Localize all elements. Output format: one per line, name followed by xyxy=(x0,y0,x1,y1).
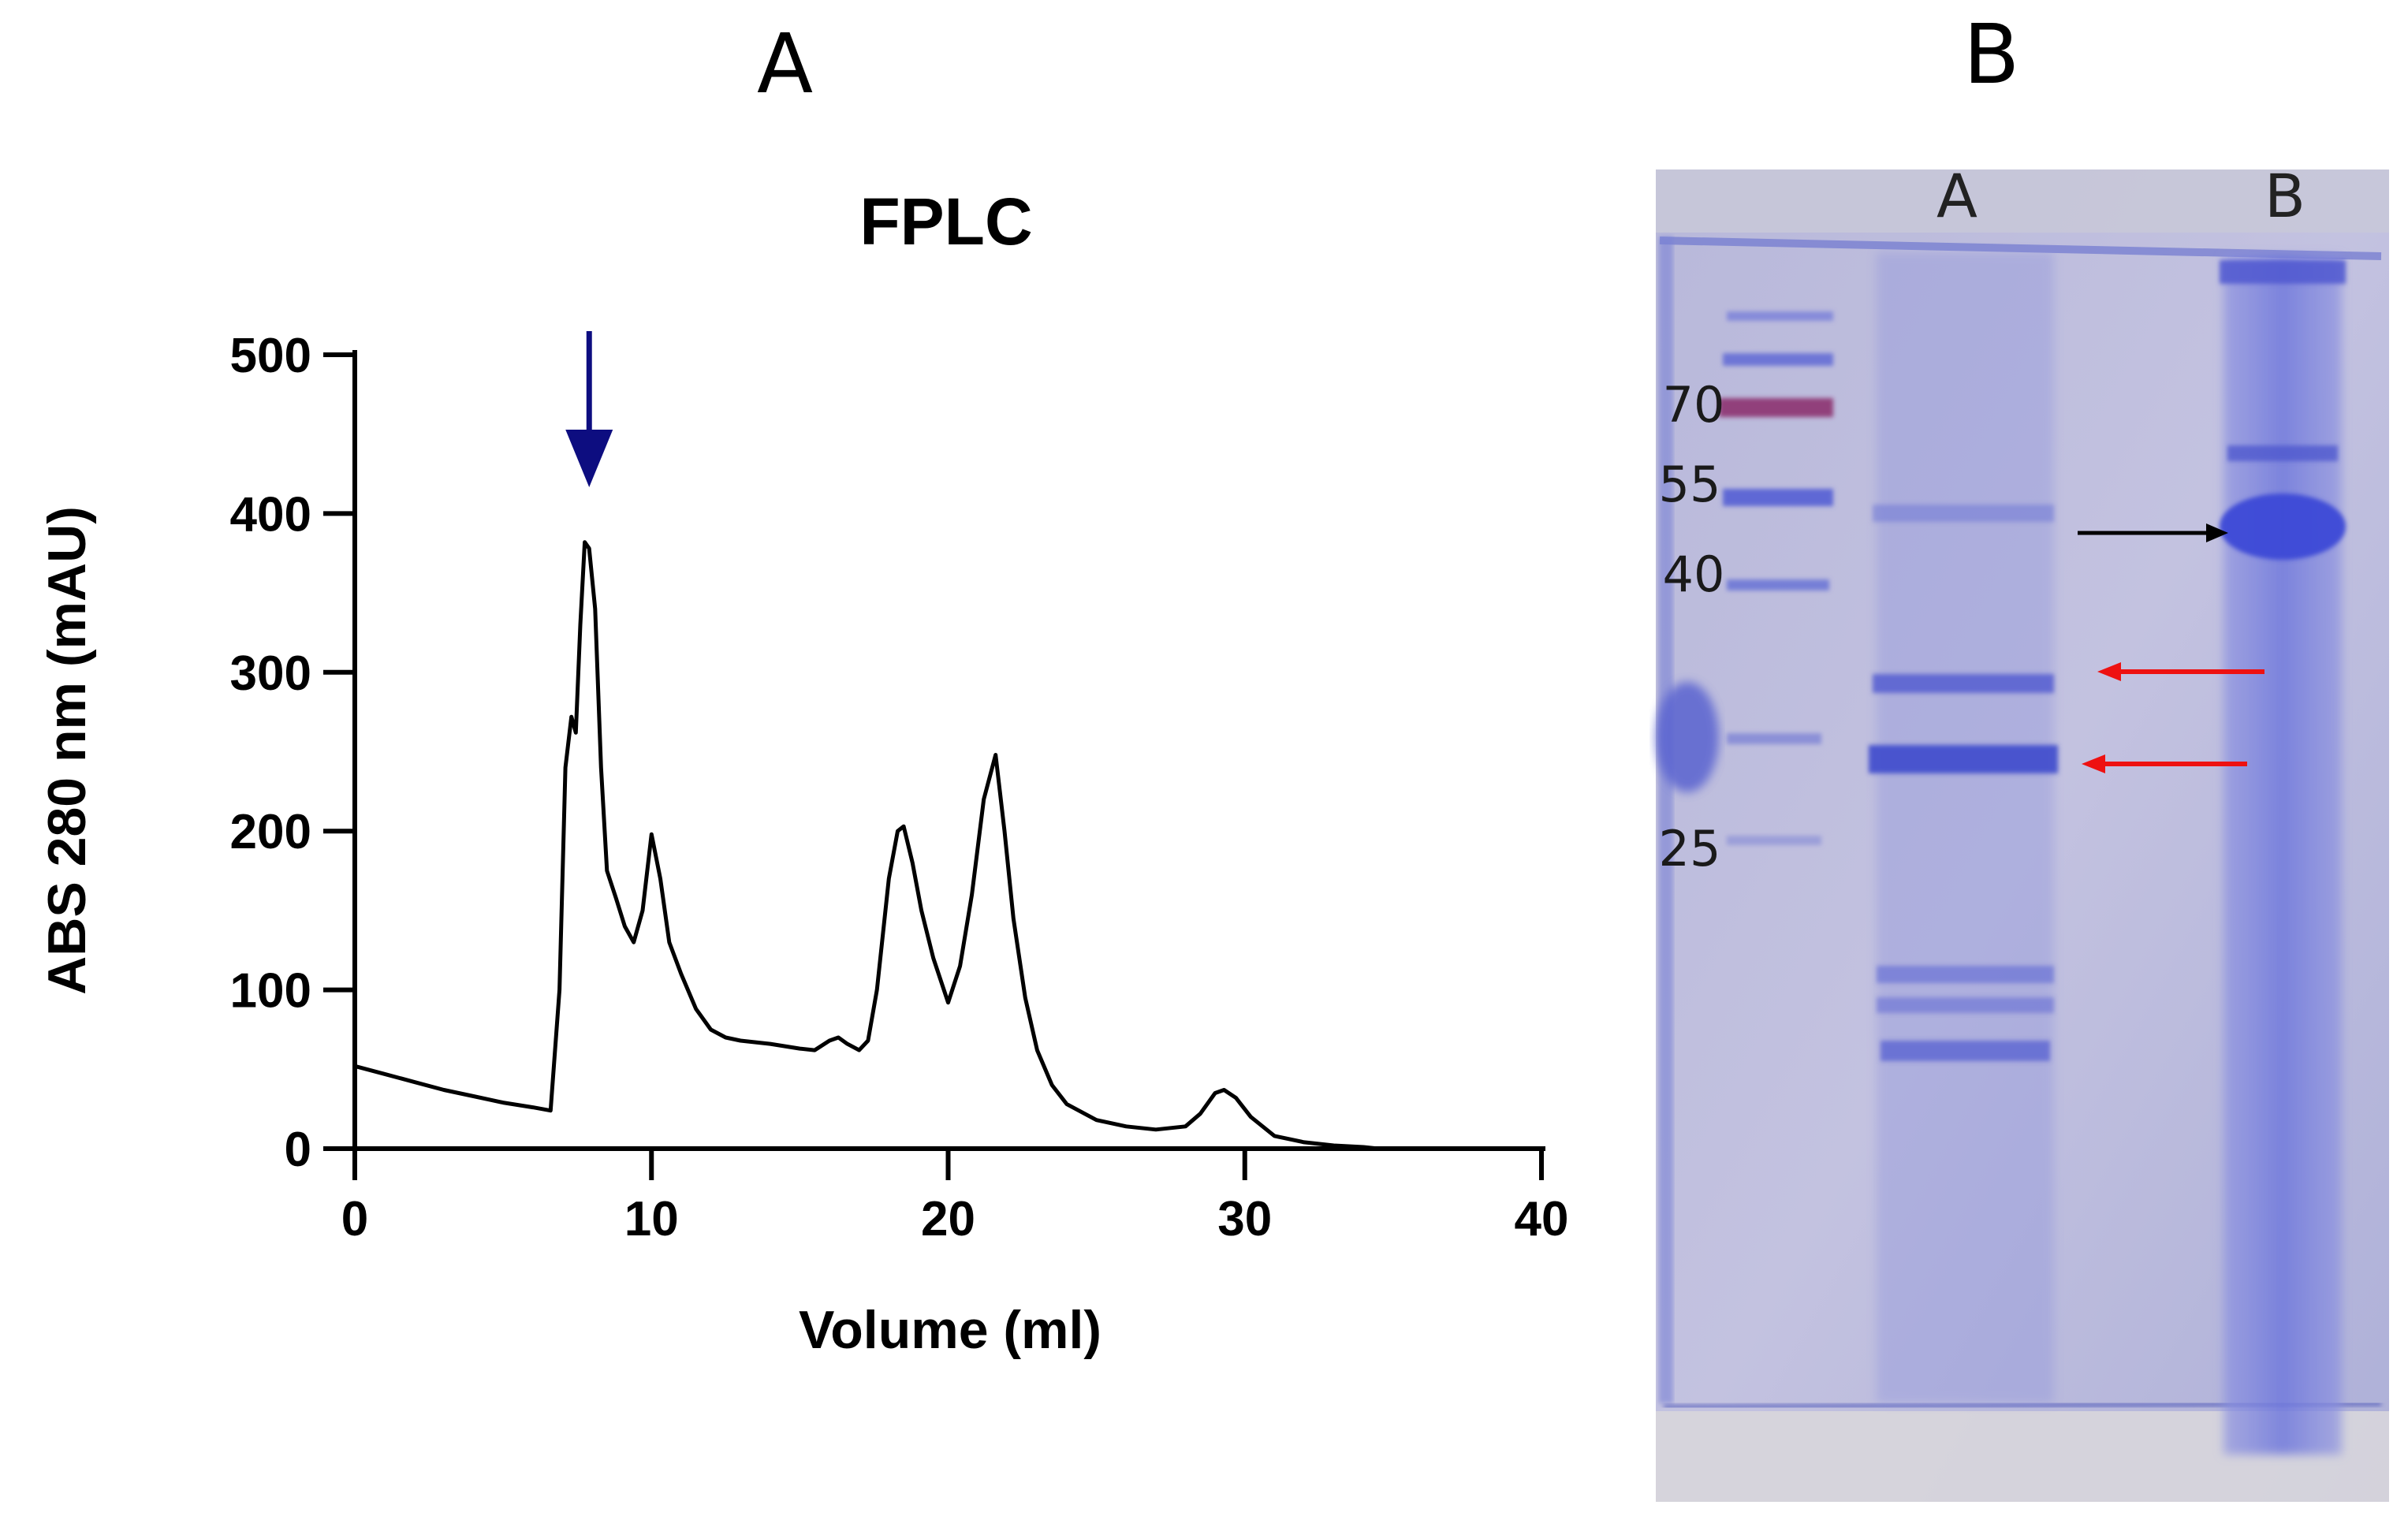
ladder-band xyxy=(1727,733,1821,744)
gel-lane-label-a: A xyxy=(1936,161,1977,231)
y-tick-label: 100 xyxy=(230,964,311,1019)
x-axis-ticks: 0 10 20 30 40 xyxy=(341,1149,1569,1246)
x-axis-title: Volume (ml) xyxy=(799,1300,1101,1360)
ladder-label-55: 55 xyxy=(1659,456,1721,513)
red-arrow-lower xyxy=(2082,754,2247,773)
y-tick-label: 0 xyxy=(285,1123,311,1177)
peak-arrow-annotation xyxy=(565,331,613,487)
y-tick-label: 300 xyxy=(230,646,311,701)
lane-b-band xyxy=(2227,445,2338,461)
lane-a-band xyxy=(1881,1041,2050,1061)
peak-arrow-head xyxy=(565,430,613,487)
ladder-band xyxy=(1727,311,1833,321)
x-tick-label: 30 xyxy=(1217,1192,1272,1246)
lane-a xyxy=(1869,252,2058,1403)
gel-left-edge xyxy=(1659,237,1673,1403)
lane-b-smear xyxy=(2223,256,2342,1455)
ladder-band-55 xyxy=(1723,489,1833,506)
lane-b-main-band xyxy=(2220,494,2346,560)
ladder-lane xyxy=(1719,311,1833,845)
fplc-chart: FPLC 0 100 200 300 400 500 0 10 20 30 40 Volume (… xyxy=(37,184,1568,1360)
lane-b-band xyxy=(2220,260,2346,284)
y-tick-label: 200 xyxy=(230,805,311,859)
ladder-label-40: 40 xyxy=(1663,546,1725,603)
y-tick-label: 500 xyxy=(230,329,311,383)
y-tick-label: 400 xyxy=(230,487,311,542)
ladder-band-40 xyxy=(1727,579,1829,590)
x-tick-label: 40 xyxy=(1515,1192,1569,1246)
ladder-band-25 xyxy=(1727,836,1821,845)
gel-lane-label-b: B xyxy=(2264,161,2305,231)
gel-image: A B 70 55 40 25 xyxy=(1656,161,2389,1502)
lane-a-smear xyxy=(1877,252,2054,1403)
x-tick-label: 20 xyxy=(921,1192,975,1246)
lane-a-band xyxy=(1877,966,2054,983)
ladder-band xyxy=(1723,353,1833,366)
x-tick-label: 10 xyxy=(624,1192,679,1246)
gel-left-blob xyxy=(1656,682,1719,792)
panel-b-label: B xyxy=(1963,6,2020,102)
lane-a-band xyxy=(1869,745,2058,773)
x-tick-label: 0 xyxy=(341,1192,368,1246)
gel-top-strip xyxy=(1656,169,2389,233)
y-axis-ticks: 0 100 200 300 400 500 xyxy=(230,329,355,1177)
lane-a-band xyxy=(1873,674,2054,693)
series-line xyxy=(354,540,1379,1151)
black-arrow xyxy=(2078,523,2228,542)
y-axis-title: ABS 280 nm (mAU) xyxy=(37,506,97,995)
panel-a-label: A xyxy=(757,16,814,112)
gel-well-line xyxy=(1659,237,2382,260)
chart-title: FPLC xyxy=(859,184,1032,259)
lane-b xyxy=(2220,256,2346,1455)
ladder-band-70 xyxy=(1719,398,1833,417)
lane-a-band xyxy=(1873,505,2054,522)
ladder-label-25: 25 xyxy=(1659,820,1721,877)
red-arrow-upper xyxy=(2097,662,2264,681)
gel-arrows xyxy=(2078,523,2264,773)
ladder-label-70: 70 xyxy=(1663,376,1725,434)
lane-a-band xyxy=(1877,997,2054,1013)
